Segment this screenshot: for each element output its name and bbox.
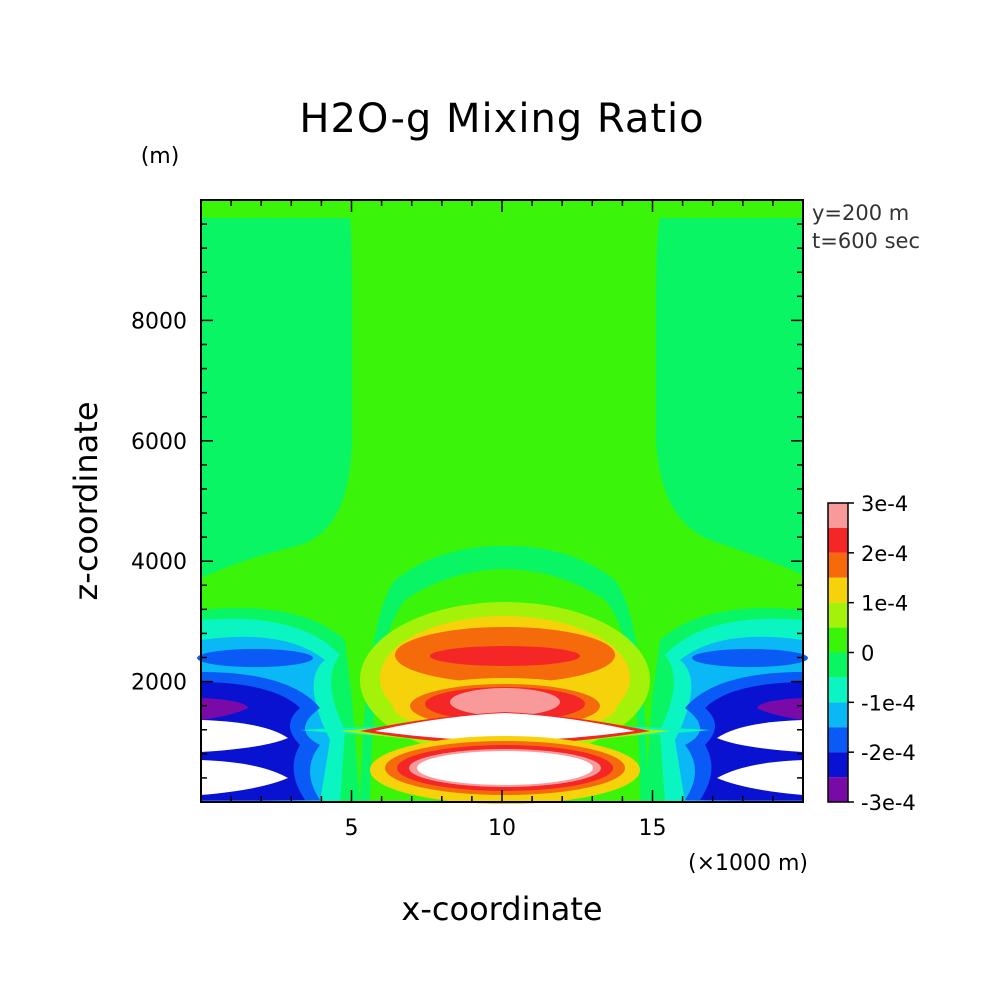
contour-right-band-neg3 [757,698,803,720]
y-unit-label: (m) [141,144,180,169]
contour-left-white-upper [201,720,288,752]
y-tick-label: 4000 [131,550,187,575]
colorbar-swatch [828,552,848,578]
colorbar-swatch [828,652,848,678]
colorbar-swatch [828,503,848,528]
contour-middle-band-pink [450,688,560,716]
colorbar-swatch [828,752,848,778]
colorbar-swatch [828,527,848,553]
x-tick-label: 10 [488,816,516,841]
annotation-y: y=200 m [812,201,909,225]
y-tick-label: 6000 [131,430,187,455]
colorbar-tick-label: 1e-4 [861,592,908,616]
contour-side-column-left [201,218,352,578]
y-axis-label: z-coordinate [67,401,105,600]
contour-left-white-lower [201,760,288,795]
colorbar-tick-label: 2e-4 [861,542,908,566]
colorbar-swatch [828,702,848,728]
x-tick-label: 15 [639,816,667,841]
colorbar-swatch [828,577,848,603]
y-tick-label: 8000 [131,309,187,334]
contour-field [197,200,808,804]
chart-title: H2O-g Mixing Ratio [299,96,704,142]
contour-left-band-neg3 [201,698,248,720]
x-axis-label: x-coordinate [401,890,602,928]
contour-upper-lens-red [430,646,580,666]
colorbar-tick-label: 3e-4 [861,492,908,516]
colorbar-tick-label: -2e-4 [861,741,916,765]
colorbar-swatch [828,777,848,802]
contour-right-white-lower [717,760,803,795]
x-unit-label: (×1000 m) [688,851,808,876]
contour-right-lens-neg2 [692,649,808,667]
colorbar-tick-label: -3e-4 [861,791,916,815]
contour-right-white-upper [717,720,803,752]
x-tick-label: 5 [345,816,359,841]
axis-ticks: 5 10 15 2000 4000 6000 8000 [131,200,803,841]
colorbar: 3e-4 2e-4 1e-4 0 -1e-4 -2e-4 -3e-4 [827,492,916,815]
contour-side-column-right [656,218,803,575]
contour-tongue-white [375,713,635,741]
colorbar-swatch [828,627,848,653]
contour-lower-blob-white [417,751,593,785]
annotation-t: t=600 sec [812,229,920,253]
colorbar-tick-label: 0 [861,642,874,666]
y-tick-label: 2000 [131,671,187,696]
colorbar-swatch [828,602,848,628]
colorbar-swatch [828,677,848,703]
contour-left-lens-neg2 [197,649,313,667]
colorbar-swatch [828,727,848,753]
colorbar-tick-label: -1e-4 [861,691,916,715]
